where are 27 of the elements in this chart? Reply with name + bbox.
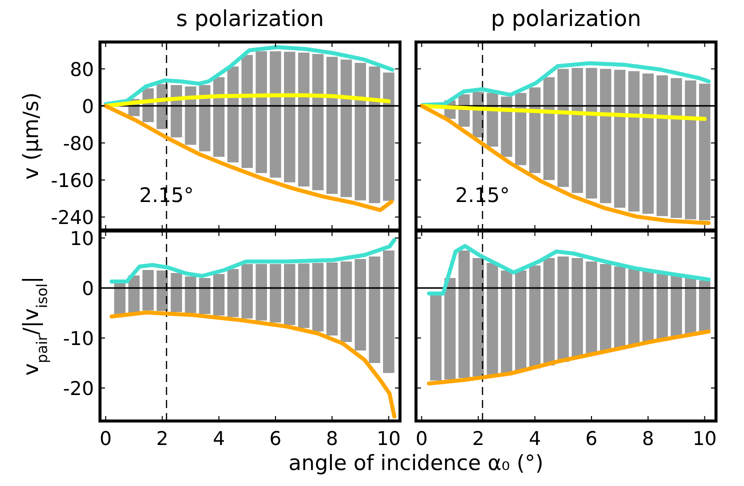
y-tick-label: -10 — [62, 328, 94, 350]
x-tick-label: 2 — [472, 428, 484, 450]
x-tick-label: 6 — [585, 428, 598, 450]
ref-line-label: 2.15° — [139, 183, 194, 207]
x-tick-label: 0 — [416, 428, 428, 450]
y-tick-label: 80 — [70, 58, 94, 81]
x-tick-label: 10 — [692, 428, 717, 450]
y-tick-label: -160 — [50, 170, 94, 192]
ref-line-label: 2.15° — [455, 183, 510, 207]
x-axis-title: angle of incidence α₀ (°) — [288, 451, 544, 475]
y-axis-title: v (μm/s) — [19, 92, 43, 180]
x-tick-label: 6 — [269, 428, 282, 450]
y-tick-label: -80 — [62, 132, 94, 155]
y-tick-label: -240 — [50, 207, 94, 230]
y-tick-label: 0 — [82, 96, 94, 118]
y-tick-label: -20 — [62, 378, 94, 400]
x-tick-label: 10 — [376, 428, 401, 450]
x-tick-label: 2 — [156, 428, 168, 450]
chart-title: s polarization — [176, 7, 324, 32]
x-tick-label: 0 — [100, 428, 112, 450]
x-tick-label: 4 — [212, 428, 225, 450]
chart-title: p polarization — [490, 7, 642, 32]
y-tick-label: 10 — [70, 228, 94, 250]
x-tick-label: 4 — [528, 428, 541, 450]
y-tick-label: 0 — [82, 278, 94, 300]
x-tick-label: 8 — [642, 428, 654, 450]
x-tick-label: 8 — [326, 428, 338, 450]
